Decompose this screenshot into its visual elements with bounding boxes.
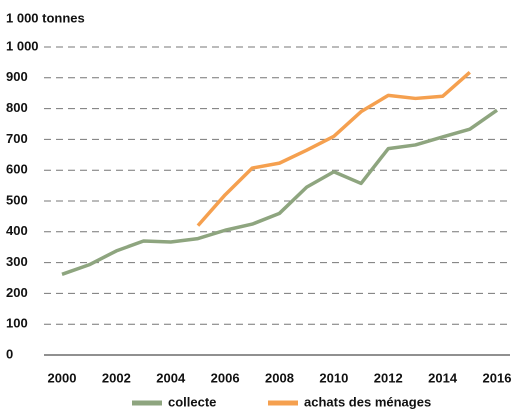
y-tick-label: 700 bbox=[6, 131, 28, 146]
y-tick-label: 600 bbox=[6, 162, 28, 177]
x-tick-label: 2012 bbox=[374, 370, 403, 385]
x-tick-label: 2004 bbox=[156, 370, 186, 385]
y-tick-label: 200 bbox=[6, 285, 28, 300]
legend-label: collecte bbox=[168, 394, 216, 409]
x-tick-label: 2008 bbox=[265, 370, 294, 385]
y-tick-label: 0 bbox=[6, 346, 13, 361]
series-line bbox=[196, 70, 471, 227]
x-tick-label: 2000 bbox=[48, 370, 77, 385]
legend-label: achats des ménages bbox=[304, 394, 431, 409]
y-tick-label: 400 bbox=[6, 223, 28, 238]
y-tick-label: 1 000 bbox=[6, 38, 39, 53]
x-tick-label: 2016 bbox=[483, 370, 512, 385]
y-tick-label: 900 bbox=[6, 69, 28, 84]
y-tick-label: 300 bbox=[6, 254, 28, 269]
y-axis-label: 1 000 tonnes bbox=[6, 10, 85, 25]
y-tick-label: 100 bbox=[6, 316, 28, 331]
series-line bbox=[61, 108, 499, 276]
x-tick-label: 2006 bbox=[211, 370, 240, 385]
x-tick-label: 2010 bbox=[319, 370, 348, 385]
y-tick-label: 500 bbox=[6, 192, 28, 207]
y-tick-label: 800 bbox=[6, 100, 28, 115]
x-tick-label: 2014 bbox=[428, 370, 458, 385]
x-tick-label: 2002 bbox=[102, 370, 131, 385]
